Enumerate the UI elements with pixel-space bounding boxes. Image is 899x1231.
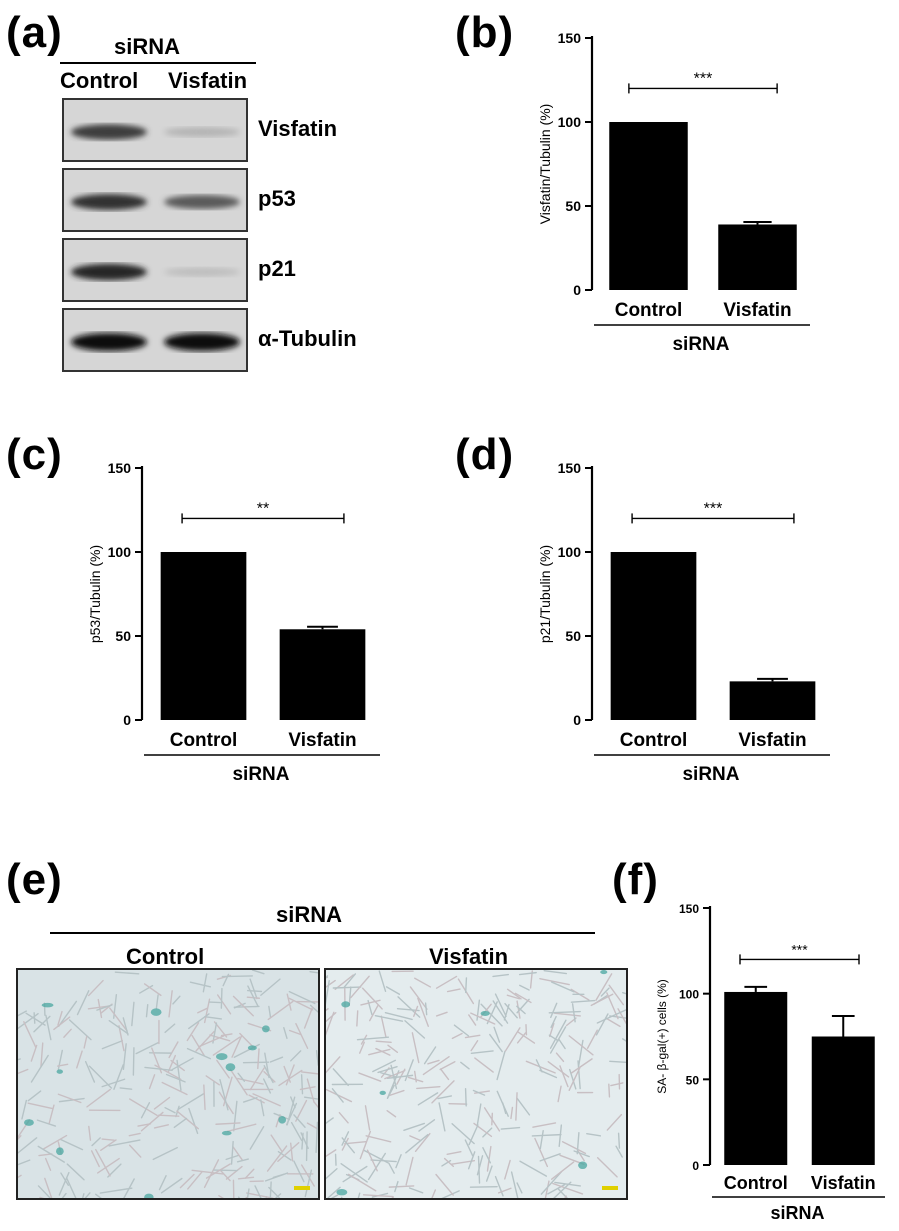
blot-strip-1	[62, 168, 248, 232]
x-tick-label: Control	[620, 730, 688, 751]
significance-label: ***	[791, 941, 808, 957]
western-blot-panel: siRNA Control Visfatin Visfatin p53 p21 α-T…	[60, 10, 450, 380]
bar-control	[724, 991, 788, 1165]
bar-visfatin	[718, 224, 797, 290]
micro-sirna-header: siRNA	[276, 902, 343, 927]
y-tick-label: 150	[108, 460, 132, 476]
blot-strip-3	[62, 308, 248, 372]
y-axis-label: p21/Tubulin (%)	[537, 545, 553, 643]
significance-label: **	[257, 500, 269, 517]
x-tick-label: Visfatin	[288, 730, 356, 751]
chart-p53-tubulin: 0 50 100 150 p53/Tubulin (%) Control Visfatin s…	[87, 460, 380, 785]
chart-visfatin-tubulin: 0 50 100 150 Visfatin/Tubulin (%) Control Visf…	[537, 30, 810, 355]
y-tick-label: 50	[686, 1073, 700, 1087]
y-tick-label: 0	[573, 712, 581, 728]
x-axis-label: siRNA	[770, 1203, 824, 1223]
blot-sirna-header: siRNA	[114, 34, 181, 59]
y-tick-label: 150	[558, 30, 582, 46]
blot-band	[71, 263, 147, 281]
x-axis-label: siRNA	[672, 334, 729, 355]
blot-lane-visfatin: Visfatin	[168, 68, 248, 93]
bar-control	[609, 122, 688, 290]
blot-lane-control: Control	[60, 68, 139, 93]
y-tick-label: 100	[558, 114, 582, 130]
panel-e-label: (e)	[6, 855, 63, 904]
x-tick-label: Visfatin	[738, 730, 806, 751]
bar-visfatin	[729, 681, 816, 720]
y-tick-label: 0	[692, 1159, 699, 1173]
y-tick-label: 50	[115, 628, 131, 644]
bar-control	[610, 552, 697, 720]
scale-bar	[602, 1186, 618, 1190]
y-axis-label: Visfatin/Tubulin (%)	[537, 104, 553, 225]
y-tick-label: 0	[573, 282, 581, 298]
x-tick-label: Visfatin	[723, 300, 791, 321]
chart-p21-tubulin: 0 50 100 150 p21/Tubulin (%) Control Visfatin s…	[537, 460, 830, 785]
blot-sirna-line	[60, 62, 256, 64]
x-axis-label: siRNA	[682, 764, 739, 785]
y-axis-label: SA- β-gal(+) cells (%)	[655, 979, 669, 1094]
blot-protein-label: p53	[258, 186, 296, 211]
blot-protein-label: p21	[258, 256, 296, 281]
y-tick-label: 100	[108, 544, 132, 560]
y-tick-label: 50	[565, 198, 581, 214]
x-tick-label: Visfatin	[811, 1173, 876, 1193]
blot-protein-label: Visfatin	[258, 116, 338, 141]
blot-band	[164, 333, 240, 351]
chart-sa-bgal: 0 50 100 150 SA- β-gal(+) cells (%) Control Vi…	[655, 902, 885, 1223]
panel-c-label: (c)	[6, 430, 63, 479]
panel-b-label: (b)	[455, 8, 515, 57]
blot-strip-2	[62, 238, 248, 302]
blot-band	[164, 127, 240, 137]
y-tick-label: 0	[123, 712, 131, 728]
blot-protein-label: α-Tubulin	[258, 326, 357, 351]
panel-a-label: (a)	[6, 8, 63, 57]
y-tick-label: 50	[565, 628, 581, 644]
bar-visfatin	[279, 629, 366, 720]
x-axis-label: siRNA	[232, 764, 289, 785]
y-tick-label: 150	[558, 460, 582, 476]
blot-band	[71, 194, 147, 210]
blot-band	[71, 124, 147, 140]
x-tick-label: Control	[170, 730, 238, 751]
micrograph-control	[16, 968, 320, 1200]
micro-label-visfatin: Visfatin	[429, 944, 509, 969]
micro-label-control: Control	[126, 944, 205, 969]
blot-band	[164, 267, 240, 277]
x-tick-label: Control	[615, 300, 683, 321]
panel-d-label: (d)	[455, 430, 515, 479]
x-tick-label: Control	[724, 1173, 788, 1193]
micro-sirna-line	[50, 932, 595, 934]
bar-visfatin	[811, 1036, 875, 1165]
bar-control	[160, 552, 247, 720]
blot-band	[164, 195, 240, 209]
blot-strip-0	[62, 98, 248, 162]
panel-f-label: (f)	[612, 855, 659, 904]
significance-label: ***	[704, 500, 723, 517]
y-tick-label: 100	[558, 544, 582, 560]
y-axis-label: p53/Tubulin (%)	[87, 545, 103, 643]
y-tick-label: 150	[679, 902, 699, 916]
y-tick-label: 100	[679, 988, 699, 1002]
micrograph-visfatin	[324, 968, 628, 1200]
blot-band	[71, 333, 147, 351]
significance-label: ***	[694, 70, 713, 87]
scale-bar	[294, 1186, 310, 1190]
